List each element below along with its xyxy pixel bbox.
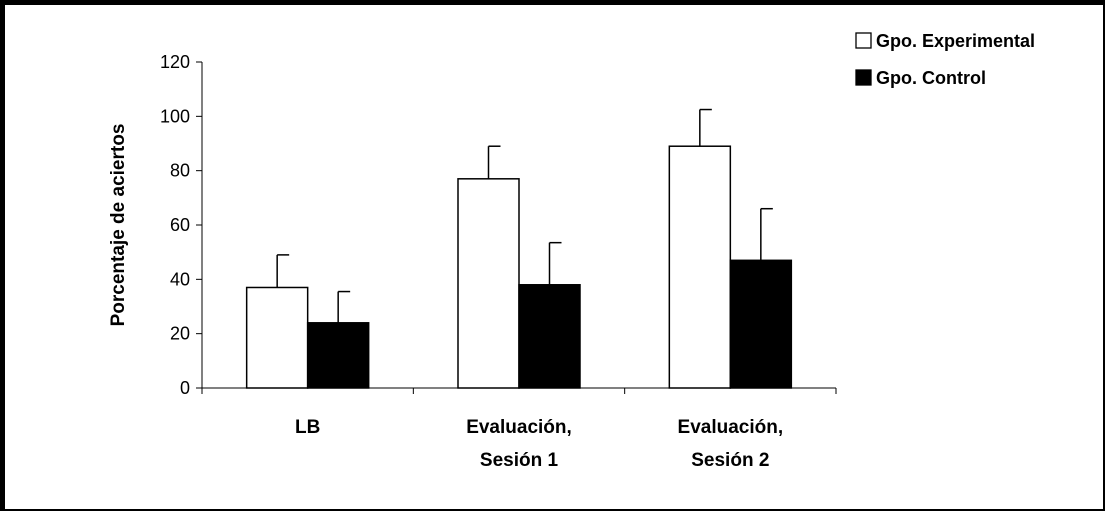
y-tick-label: 100 xyxy=(160,106,190,126)
x-category-label-line: Evaluación, xyxy=(466,417,572,438)
y-tick-label: 40 xyxy=(170,269,190,289)
category-labels: LB Evaluación, Sesión 1 Evaluación, Sesión 2 xyxy=(295,417,783,471)
bars xyxy=(245,108,793,389)
x-category-label: Evaluación, Sesión 1 xyxy=(466,417,572,471)
legend-swatch xyxy=(855,32,872,49)
x-category-label-line: Sesión 2 xyxy=(691,450,769,471)
x-category-label-line: Sesión 1 xyxy=(480,450,559,471)
y-tick-label: 20 xyxy=(170,324,190,344)
legend: Gpo. Experimental Gpo. Control xyxy=(855,31,1035,88)
bar-experimental xyxy=(245,286,309,389)
x-category-label: Evaluación, Sesión 2 xyxy=(678,417,784,471)
legend-swatch xyxy=(855,69,872,86)
y-tick-label: 80 xyxy=(170,161,190,181)
y-axis-label: Porcentaje de aciertos xyxy=(108,124,129,327)
bar-control xyxy=(306,322,370,389)
legend-label: Gpo. Control xyxy=(876,68,986,88)
bar-experimental xyxy=(668,145,732,389)
y-tick-label: 120 xyxy=(160,52,190,72)
x-category-label-line: LB xyxy=(295,417,320,438)
y-tick-label: 0 xyxy=(180,378,190,398)
legend-label: Gpo. Experimental xyxy=(876,31,1035,51)
x-category-label: LB xyxy=(295,417,320,438)
x-category-label-line: Evaluación, xyxy=(678,417,784,438)
bar-experimental xyxy=(457,178,520,389)
bar-control xyxy=(729,259,793,389)
bar-control xyxy=(518,284,581,389)
y-tick-label: 60 xyxy=(170,215,190,235)
